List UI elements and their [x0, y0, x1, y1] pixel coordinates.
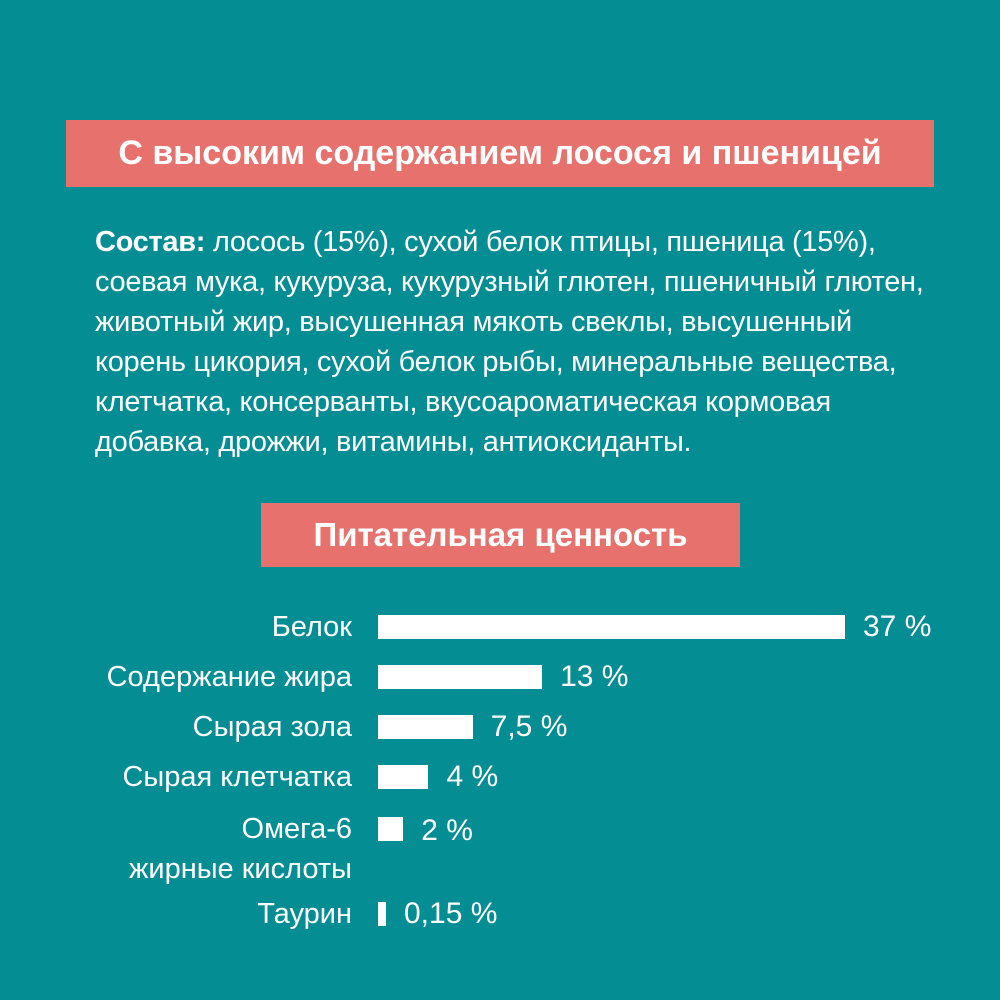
bar-label-line: жирные кислоты — [128, 853, 352, 885]
composition-line: соевая мука, кукуруза, кукурузный глютен… — [95, 266, 924, 298]
bar — [378, 765, 429, 789]
bar — [378, 665, 543, 689]
bar-label-line: Сырая зола — [192, 711, 352, 743]
bar-value-label: 2 % — [421, 814, 473, 847]
composition-line: добавка, дрожжи, витамины, антиоксиданты… — [95, 426, 692, 458]
bar-label: Белок — [0, 609, 352, 645]
composition-line-rest: лосось (15%), сухой белок птицы, пшеница… — [205, 226, 876, 258]
composition-line: животный жир, высушенная мякоть свеклы, … — [95, 306, 852, 338]
bar-label-line: Содержание жира — [106, 661, 352, 693]
bar-value-label: 0,15 % — [404, 897, 498, 930]
bar-value-label: 37 % — [863, 610, 932, 643]
chart-row: Сырая зола 7,5 % — [0, 702, 1000, 752]
bar-value-label: 4 % — [446, 760, 499, 793]
bar-label: Сырая зола — [0, 709, 352, 745]
chart-row: Содержание жира 13 % — [0, 652, 1000, 702]
bar — [378, 715, 473, 739]
bar-label-line: Белок — [271, 611, 352, 643]
composition-text: Состав: лосось (15%), сухой белок птицы,… — [95, 222, 924, 462]
chart-row: Таурин 0,15 % — [0, 889, 1000, 939]
bar-label: Таурин — [0, 896, 352, 932]
bar-label: Сырая клетчатка — [0, 759, 352, 795]
bar-label-line: Таурин — [257, 898, 352, 930]
chart-row: Сырая клетчатка 4 % — [0, 752, 1000, 802]
nutrition-chart: Белок 37 % Содержание жира 13 % Сырая зола 7,… — [0, 602, 1000, 939]
bar — [378, 817, 404, 841]
nutrition-banner-title: Питательная ценность — [313, 516, 688, 553]
bar-value-label: 7,5 % — [490, 710, 568, 743]
composition-line: корень цикория, сухой белок рыбы, минера… — [95, 346, 897, 378]
header-banner: С высоким содержанием лосося и пшеницей — [66, 120, 934, 187]
nutrition-banner: Питательная ценность — [261, 503, 740, 567]
bar-label: Содержание жира — [0, 659, 352, 695]
composition-label: Состав: — [95, 226, 206, 258]
bar-label-line: Омега-6 — [241, 813, 352, 845]
composition-line: Состав: лосось (15%), сухой белок птицы,… — [95, 222, 924, 262]
chart-row: Омега-6 жирные кислоты 2 % — [0, 802, 1000, 889]
bar — [378, 902, 386, 926]
composition-line: клетчатка, консерванты, вкусоароматическ… — [95, 386, 831, 418]
chart-row: Белок 37 % — [0, 602, 1000, 652]
bar-label: Омега-6 жирные кислоты — [0, 809, 352, 889]
bar-label-line: Сырая клетчатка — [122, 761, 352, 793]
header-banner-title: С высоким содержанием лосося и пшеницей — [118, 134, 882, 172]
bar-value-label: 13 % — [560, 660, 629, 693]
bar — [378, 615, 845, 639]
